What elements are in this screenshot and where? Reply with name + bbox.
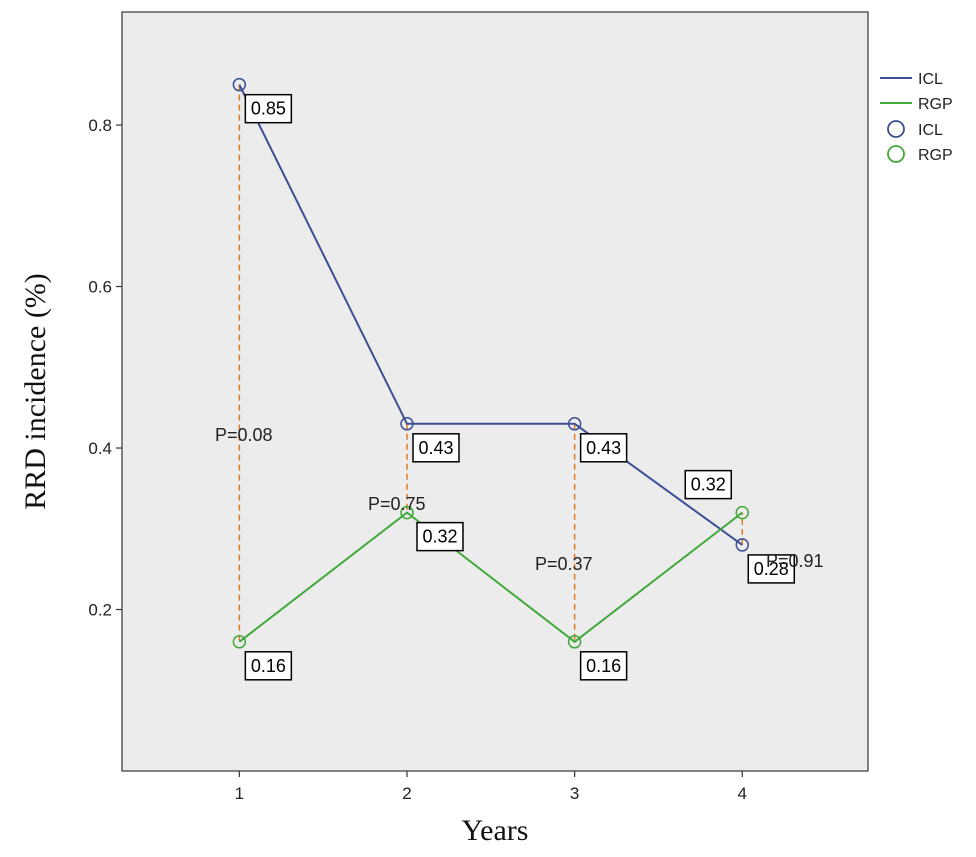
x-tick-label: 1 bbox=[235, 784, 244, 803]
data-label-icl: 0.43 bbox=[412, 433, 460, 463]
legend-label: ICL bbox=[918, 71, 943, 88]
data-label-box bbox=[416, 521, 464, 552]
data-point-rgp bbox=[735, 505, 750, 520]
p-value-label: P=0.91 bbox=[766, 551, 824, 571]
data-label-rgp: 0.32 bbox=[416, 521, 464, 552]
data-label-icl: 0.43 bbox=[579, 433, 628, 463]
legend: ICL RGP ICL RGP bbox=[880, 71, 953, 164]
data-point-rgp bbox=[567, 635, 582, 649]
data-label-icl: 0.28 bbox=[747, 554, 796, 584]
data-markers bbox=[232, 77, 750, 649]
y-tick-label: 0.8 bbox=[88, 116, 112, 135]
data-label-rgp: 0.16 bbox=[579, 651, 628, 681]
data-label-box bbox=[579, 433, 628, 463]
p-value-label: P=0.08 bbox=[215, 425, 273, 445]
legend-label: RGP bbox=[918, 96, 953, 113]
plot-area bbox=[121, 11, 869, 772]
data-label-text: 0.32 bbox=[422, 527, 457, 547]
data-point-icl bbox=[567, 417, 582, 431]
data-point-rgp bbox=[232, 635, 247, 649]
y-axis-title: RRD incidence (%) bbox=[19, 273, 52, 510]
y-tick-label: 0.2 bbox=[88, 601, 112, 620]
x-axis-title: Years bbox=[462, 814, 529, 847]
legend-label: ICL bbox=[918, 122, 943, 139]
data-point-icl bbox=[400, 417, 414, 431]
data-label-box bbox=[579, 651, 628, 681]
series-line-icl bbox=[238, 84, 743, 546]
data-label-text: 0.16 bbox=[586, 656, 621, 676]
x-axis: 1 2 3 4 bbox=[235, 771, 747, 803]
data-label-box bbox=[412, 433, 460, 463]
y-tick-label: 0.4 bbox=[88, 439, 112, 458]
data-label-text: 0.43 bbox=[586, 438, 621, 458]
legend-marker-swatch bbox=[887, 145, 905, 163]
x-tick-label: 3 bbox=[570, 784, 579, 803]
legend-marker-swatch bbox=[887, 120, 905, 138]
data-label-text: 0.43 bbox=[418, 438, 453, 458]
data-label-text: 0.16 bbox=[251, 656, 286, 676]
data-point-rgp bbox=[400, 505, 414, 520]
data-label-rgp: 0.32 bbox=[684, 469, 733, 500]
data-label-icl: 0.85 bbox=[244, 93, 293, 124]
data-point-icl bbox=[735, 538, 750, 552]
data-label-text: 0.32 bbox=[691, 475, 726, 495]
y-tick-label: 0.6 bbox=[88, 278, 112, 297]
data-label-text: 0.85 bbox=[251, 99, 286, 119]
data-label-rgp: 0.16 bbox=[244, 651, 293, 681]
series-line-rgp bbox=[238, 511, 743, 644]
legend-label: RGP bbox=[918, 147, 953, 164]
series-lines bbox=[238, 84, 743, 644]
data-label-text: 0.28 bbox=[754, 559, 789, 579]
p-value-labels: P=0.08 P=0.75 P=0.37 P=0.91 bbox=[215, 425, 824, 574]
data-point-icl bbox=[232, 77, 247, 92]
data-labels: 0.85 0.43 0.43 0.28 0.16 0.32 0.16 0.32 bbox=[244, 93, 796, 681]
p-value-label: P=0.75 bbox=[368, 494, 426, 514]
p-value-label: P=0.37 bbox=[535, 554, 593, 574]
y-axis: 0.2 0.4 0.6 0.8 bbox=[88, 116, 122, 620]
data-label-box bbox=[684, 469, 733, 500]
data-label-box bbox=[747, 554, 796, 584]
x-tick-label: 2 bbox=[402, 784, 411, 803]
data-label-box bbox=[244, 651, 293, 681]
x-tick-label: 4 bbox=[738, 784, 747, 803]
data-label-box bbox=[244, 93, 293, 124]
